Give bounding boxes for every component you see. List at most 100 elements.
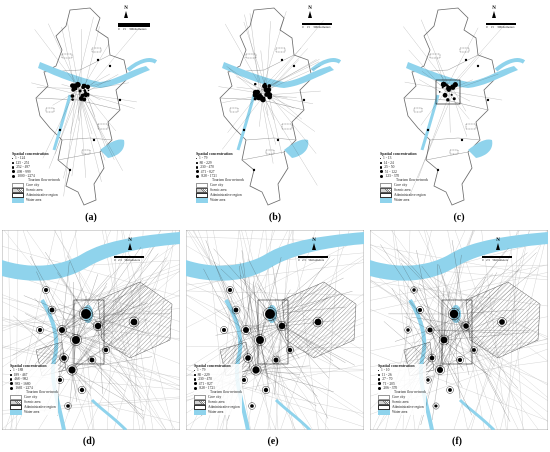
tourism-flow-line [281,320,335,327]
north-arrow: N [126,238,134,250]
tourism-flow-line [97,325,103,394]
tourism-flow-line [75,282,108,341]
tourism-flow-line [443,22,507,94]
tourism-node [71,83,74,86]
tourism-node-halo [263,307,277,321]
tourism-node [94,322,102,330]
tourism-node [263,387,269,393]
tourism-flow-line [71,369,120,412]
background-line [370,269,548,423]
tourism-flow-line [453,313,470,376]
tourism-node [426,378,430,382]
tourism-flow-line [262,47,302,89]
tourism-node [464,58,468,62]
tourism-flow-line [61,329,128,355]
tourism-node [427,327,433,333]
tourism-node [457,357,463,363]
tourism-flow-line [453,247,509,315]
tourism-node-halo [101,345,110,354]
tourism-flow-line [75,247,142,341]
tourism-node [472,348,476,352]
panel-caption-e: (e) [267,436,279,447]
background-line [275,230,290,430]
tourism-flow-line [34,298,63,331]
tourism-flow-line [269,313,334,362]
tourism-node [70,94,75,98]
tourism-node-halo [416,306,424,314]
tourism-node [438,91,441,93]
tourism-flow-line [394,329,431,342]
tourism-node-halo [66,364,78,376]
tourism-flow-line [83,26,100,93]
tourism-node-halo [241,325,251,335]
tourism-flow-line [269,291,353,315]
tourism-node [92,138,96,142]
tourism-flow-line [71,277,144,371]
tourism-flow-line [404,316,431,331]
tourism-flow-line [453,254,462,315]
north-arrow: N [122,6,130,18]
tourism-flow-line [75,286,145,341]
tourism-flow-line [80,29,82,92]
tourism-flow-line [218,86,269,95]
tourism-flow-line [71,282,74,371]
tourism-node-halo [438,334,450,346]
tourism-flow-line [465,277,486,327]
tourism-flow-line [429,316,459,331]
tourism-node [87,89,90,92]
tourism-flow-line [269,313,300,359]
tourism-flow-line [255,343,329,371]
tourism-flow-line [267,325,283,354]
tourism-flow-line [429,329,505,334]
tourism-node-halo [285,345,294,354]
tourism-node-halo [276,320,287,331]
tourism-flow-line [453,273,494,315]
panel-caption-a: (a) [85,212,97,223]
tourism-flow-line [429,329,473,416]
tourism-node [49,307,55,313]
tourism-flow-line [30,255,77,341]
tourism-node [476,64,480,68]
background-line [2,264,180,332]
tourism-flow-line [71,369,145,412]
tourism-node [82,97,87,102]
tourism-node [68,168,72,172]
tourism-node [96,58,100,62]
background-line [267,230,294,430]
tourism-node-halo [404,326,412,334]
tourism-flow-line [281,325,346,363]
tourism-flow-line [71,318,147,371]
river [90,398,128,430]
core-city-boundary [257,299,289,365]
tourism-flow-line [451,240,467,327]
tourism-node-halo [36,326,44,334]
tourism-flow-line [68,339,77,412]
scenic-area [459,47,470,53]
tourism-flow-line [245,298,329,331]
tourism-flow-line [465,268,520,327]
background-line [370,281,548,386]
tourism-flow-line [429,329,463,388]
tourism-flow-line [453,313,460,399]
background-line [186,306,364,419]
map-panel-b: N 0 15 30Kilometers Spatial concentratio… [184,0,366,225]
tourism-flow-line [61,255,131,331]
map-legend: Spatial concentration 1 - 124 125 - 251 … [12,151,61,203]
tourism-node [436,366,444,374]
tourism-node [58,378,62,382]
tourism-flow-line [48,23,82,95]
tourism-node-halo [446,386,454,394]
tourism-flow-line [243,21,268,93]
scenic-area [465,123,477,130]
tourism-flow-line [71,328,99,371]
scenic-area [413,107,423,113]
tourism-node [426,128,430,132]
tourism-node-halo [92,320,103,331]
district-boundary [425,151,469,161]
tourism-node [78,89,82,93]
tourism-flow-line [81,82,129,91]
tourism-flow-line [36,271,63,331]
legend-title: Spatial concentration [10,363,47,368]
tourism-flow-line [78,89,86,178]
tourism-flow-line [71,93,84,177]
